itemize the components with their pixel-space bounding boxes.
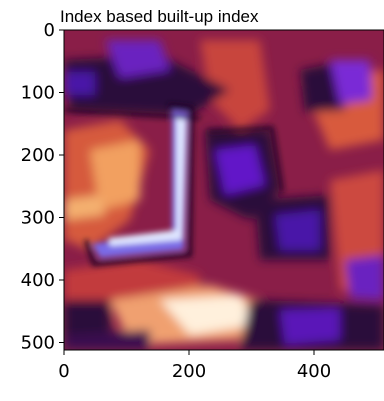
y-tick-label: 100: [21, 83, 55, 104]
plot-frame: [63, 29, 384, 351]
y-axis: 0 100 200 300 400 500: [21, 20, 64, 354]
y-tick-label: 300: [21, 208, 55, 229]
x-tick-label: 200: [172, 361, 206, 382]
y-tick-label: 200: [21, 145, 55, 166]
heatmap-blobs: [64, 40, 384, 350]
y-tick-label: 0: [44, 20, 55, 41]
heatmap-highlights: [64, 103, 284, 267]
x-axis: 0 200 400: [58, 350, 331, 382]
x-tick-label: 400: [297, 361, 331, 382]
heatmap-image: [64, 30, 384, 350]
x-tick-label: 0: [58, 361, 69, 382]
chart-title: Index based built-up index: [60, 7, 259, 26]
y-tick-label: 500: [21, 333, 55, 354]
y-tick-label: 400: [21, 270, 55, 291]
